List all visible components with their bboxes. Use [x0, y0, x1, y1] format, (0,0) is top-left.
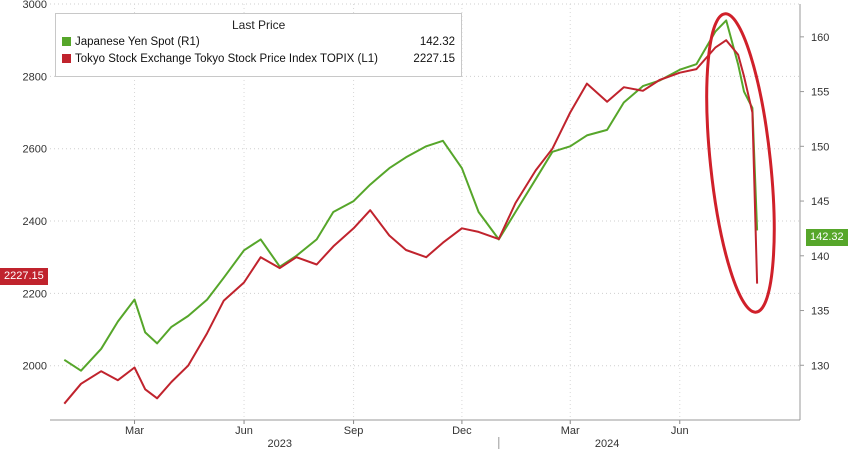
topix-series-line: [63, 39, 759, 405]
legend-swatch-yen: [62, 37, 71, 46]
right-tick-label: 160: [811, 32, 829, 44]
legend-label-yen: Japanese Yen Spot (R1): [75, 36, 200, 48]
legend-value-topix: 2227.15: [413, 53, 455, 65]
left-tick-label: 2600: [23, 144, 47, 156]
left-tick-label: 2400: [23, 216, 47, 228]
legend-header: Last Price: [232, 18, 286, 32]
right-tick-label: 130: [811, 360, 829, 372]
legend-swatch-topix: [62, 54, 71, 63]
left-tick-label: 2200: [23, 288, 47, 300]
yen-series-line: [63, 19, 759, 372]
legend-value-yen: 142.32: [419, 36, 455, 48]
topix-last-value-tag: 2227.15: [0, 268, 48, 285]
right-tick-label: 155: [811, 87, 829, 99]
x-year-label: 2024: [595, 438, 619, 449]
yen-last-value-tag: 142.32: [806, 229, 848, 246]
left-tick-label: 3000: [23, 0, 47, 11]
x-tick-label: Dec: [452, 425, 472, 437]
legend: Last Price Japanese Yen Spot (R1) 142.32…: [55, 13, 462, 77]
right-tick-label: 150: [811, 141, 829, 153]
right-tick-label: 145: [811, 196, 829, 208]
left-tick-label: 2800: [23, 71, 47, 83]
x-tick-label: Sep: [344, 425, 364, 437]
right-tick-label: 135: [811, 306, 829, 318]
x-tick-label: Jun: [671, 425, 689, 437]
x-tick-label: Mar: [125, 425, 144, 437]
x-year-label: 2023: [268, 438, 292, 449]
legend-item-yen: Japanese Yen Spot (R1): [62, 36, 200, 48]
legend-item-topix: Tokyo Stock Exchange Tokyo Stock Price I…: [62, 53, 378, 65]
left-tick-label: 2000: [23, 361, 47, 373]
legend-label-topix: Tokyo Stock Exchange Tokyo Stock Price I…: [75, 53, 378, 65]
x-tick-label: Mar: [561, 425, 580, 437]
right-tick-label: 140: [811, 251, 829, 263]
x-tick-label: Jun: [235, 425, 253, 437]
highlight-ellipse: [705, 12, 776, 314]
